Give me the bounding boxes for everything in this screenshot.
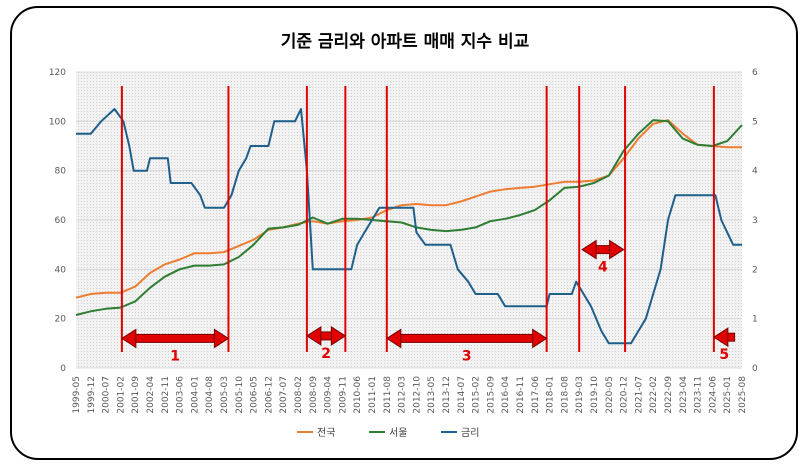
y-left-tick-label: 40 (55, 265, 67, 275)
x-tick-label: 2015-02 (472, 376, 482, 414)
x-tick-label: 2009-11 (338, 376, 348, 414)
x-tick-label: 2008-09 (309, 376, 319, 414)
x-tick-label: 2020-12 (620, 376, 630, 414)
range-label-4: 4 (598, 260, 608, 276)
x-axis: 1999-05 1999-12 2000-07 2001-02 2001-09 2002-… (72, 376, 748, 414)
range-label-1: 1 (170, 348, 180, 364)
x-tick-label: 2016-04 (501, 376, 511, 414)
legend-label-전국: 전국 (317, 427, 335, 439)
x-tick-label: 2006-05 (250, 376, 260, 414)
y-left-tick-label: 20 (55, 315, 67, 325)
x-tick-label: 2001-02 (116, 376, 126, 414)
x-tick-label: 2025-01 (723, 376, 733, 414)
x-tick-label: 2019-10 (590, 376, 600, 414)
y-right-tick-label: 2 (752, 265, 758, 275)
x-tick-label: 2025-08 (738, 376, 748, 414)
x-tick-label: 2016-11 (516, 376, 526, 414)
x-tick-label: 2008-02 (294, 376, 304, 414)
x-tick-label: 2022-09 (664, 376, 674, 414)
gridlines (76, 71, 742, 369)
y-right-tick-label: 1 (752, 315, 758, 325)
range-arrow-5: 5 (712, 327, 736, 363)
arrow-head (581, 239, 597, 260)
arrow-head (385, 328, 402, 349)
annotation-markers: 1 2 3 4 5 (120, 86, 736, 364)
series-lines (75, 108, 743, 345)
chart-title: 기준 금리와 아파트 매매 지수 비교 (280, 32, 530, 52)
range-arrow-3: 3 (385, 328, 548, 364)
x-tick-label: 2007-07 (279, 376, 289, 414)
x-tick-label: 2018-01 (546, 376, 556, 414)
x-tick-label: 2018-08 (560, 376, 570, 414)
arrow-shaft (593, 245, 613, 255)
x-tick-label: 2023-11 (694, 376, 704, 414)
x-tick-label: 2002-04 (146, 376, 156, 414)
legend: 전국 서울 금리 (297, 427, 479, 439)
arrow-shaft (133, 333, 217, 343)
range-arrow-2: 2 (305, 326, 347, 362)
x-tick-label: 2002-11 (161, 376, 171, 414)
x-tick-label: 2000-07 (102, 376, 112, 414)
x-tick-label: 2013-12 (442, 376, 452, 414)
series-line-금리 (76, 108, 742, 345)
range-arrow-1: 1 (120, 328, 230, 364)
y-right-tick-label: 5 (752, 117, 758, 127)
y-right-tick-label: 6 (752, 68, 758, 78)
y-left-tick-label: 60 (55, 216, 67, 226)
legend-label-서울: 서울 (389, 427, 407, 439)
x-tick-label: 2005-03 (220, 376, 230, 414)
y-left-tick-label: 80 (55, 167, 67, 177)
y-axis-right: 0 1 2 3 4 5 6 (752, 68, 758, 374)
x-tick-label: 2011-01 (368, 376, 378, 414)
x-tick-label: 2020-05 (605, 376, 615, 414)
y-left-tick-label: 100 (49, 117, 66, 127)
x-tick-label: 1999-05 (72, 376, 82, 414)
y-right-tick-label: 4 (752, 167, 758, 177)
x-tick-label: 2015-09 (486, 376, 496, 414)
x-tick-label: 2003-06 (176, 376, 186, 414)
x-tick-label: 2011-08 (383, 376, 393, 414)
x-tick-label: 2017-06 (531, 376, 541, 414)
arrow-head (712, 327, 729, 348)
x-tick-label: 2004-01 (190, 376, 200, 414)
range-arrow-4: 4 (581, 239, 625, 276)
x-tick-label: 2014-07 (457, 376, 467, 414)
x-tick-label: 2021-07 (634, 376, 644, 414)
x-tick-label: 1999-12 (87, 376, 97, 414)
range-label-3: 3 (462, 348, 472, 364)
series-line-전국 (75, 119, 742, 299)
arrow-shaft (398, 333, 536, 343)
x-tick-label: 2019-03 (575, 376, 585, 414)
x-tick-label: 2022-02 (649, 376, 659, 414)
x-tick-label: 2006-12 (264, 376, 274, 414)
series-line-서울 (75, 119, 743, 316)
arrow-head (213, 328, 230, 349)
x-tick-label: 2009-04 (324, 376, 334, 414)
x-tick-label: 2024-06 (708, 376, 718, 414)
x-tick-label: 2012-10 (412, 376, 422, 414)
y-left-tick-label: 0 (60, 364, 66, 374)
x-tick-label: 2012-03 (398, 376, 408, 414)
x-tick-label: 2010-06 (353, 376, 363, 414)
arrow-head (305, 326, 322, 346)
x-tick-label: 2004-08 (205, 376, 215, 414)
x-tick-label: 2001-09 (131, 376, 141, 414)
range-label-5: 5 (719, 347, 729, 363)
range-label-2: 2 (321, 346, 331, 362)
arrow-head (330, 326, 347, 346)
arrow-head (120, 328, 137, 349)
x-tick-label: 2023-04 (679, 376, 689, 414)
y-axis-left: 0 20 40 60 80 100 120 (49, 68, 66, 374)
legend-label-금리: 금리 (461, 427, 479, 439)
y-right-tick-label: 3 (752, 216, 758, 226)
x-tick-label: 2005-10 (235, 376, 245, 414)
arrow-head (532, 328, 548, 349)
x-tick-label: 2013-05 (427, 376, 437, 414)
y-right-tick-label: 0 (752, 364, 758, 374)
arrow-head (609, 239, 625, 260)
y-left-tick-label: 120 (49, 68, 66, 78)
